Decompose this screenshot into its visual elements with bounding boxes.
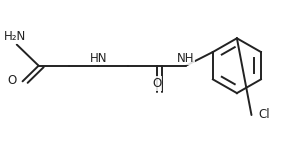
Text: HN: HN	[90, 52, 107, 65]
Text: Cl: Cl	[258, 108, 270, 121]
Text: NH: NH	[177, 52, 195, 65]
Text: H₂N: H₂N	[4, 30, 26, 43]
Text: O: O	[152, 77, 162, 90]
Text: O: O	[7, 74, 16, 87]
